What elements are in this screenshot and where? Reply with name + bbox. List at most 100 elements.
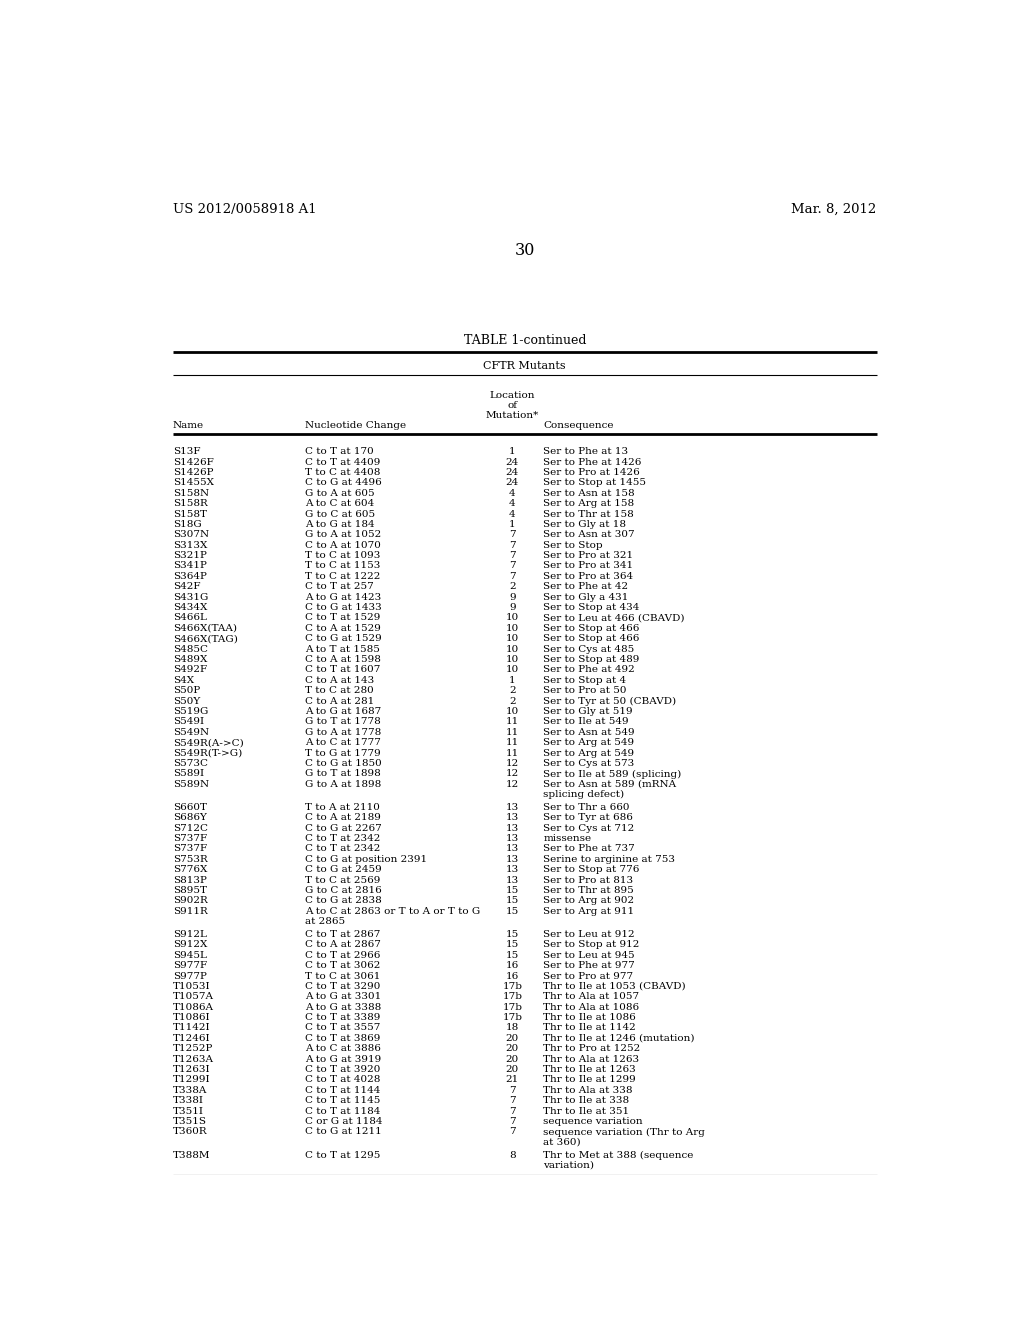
Text: C to G at 2267: C to G at 2267: [305, 824, 382, 833]
Text: Ser to Stop at 434: Ser to Stop at 434: [544, 603, 640, 612]
Text: T351I: T351I: [173, 1106, 204, 1115]
Text: S321P: S321P: [173, 552, 207, 560]
Text: Ser to Stop at 776: Ser to Stop at 776: [544, 866, 640, 874]
Text: A to G at 184: A to G at 184: [305, 520, 375, 529]
Text: C to A at 1070: C to A at 1070: [305, 541, 381, 549]
Text: Ser to Stop at 912: Ser to Stop at 912: [544, 940, 640, 949]
Text: Thr to Met at 388 (sequence: Thr to Met at 388 (sequence: [544, 1151, 694, 1160]
Text: S307N: S307N: [173, 531, 209, 540]
Text: S158R: S158R: [173, 499, 208, 508]
Text: S589I: S589I: [173, 770, 204, 779]
Text: Ser to Stop at 1455: Ser to Stop at 1455: [544, 478, 646, 487]
Text: Thr to Ala at 1086: Thr to Ala at 1086: [544, 1003, 640, 1011]
Text: T to C at 4408: T to C at 4408: [305, 469, 380, 477]
Text: 30: 30: [515, 242, 535, 259]
Text: Ser to Arg at 549: Ser to Arg at 549: [544, 748, 635, 758]
Text: S549R(T->G): S549R(T->G): [173, 748, 243, 758]
Text: C to T at 2342: C to T at 2342: [305, 845, 380, 854]
Text: C to T at 3869: C to T at 3869: [305, 1034, 380, 1043]
Text: 7: 7: [509, 541, 516, 549]
Text: Ser to Pro at 364: Ser to Pro at 364: [544, 572, 634, 581]
Text: A to C at 2863 or T to A or T to G: A to C at 2863 or T to A or T to G: [305, 907, 480, 916]
Text: TABLE 1-continued: TABLE 1-continued: [464, 334, 586, 347]
Text: T360R: T360R: [173, 1127, 208, 1137]
Text: Ser to Stop at 489: Ser to Stop at 489: [544, 655, 640, 664]
Text: A to G at 3919: A to G at 3919: [305, 1055, 381, 1064]
Text: 12: 12: [506, 770, 519, 779]
Text: 15: 15: [506, 886, 519, 895]
Text: C to G at 1211: C to G at 1211: [305, 1127, 382, 1137]
Text: 12: 12: [506, 759, 519, 768]
Text: 2: 2: [509, 697, 516, 706]
Text: A to C at 1777: A to C at 1777: [305, 738, 381, 747]
Text: Ser to Asn at 589 (mRNA: Ser to Asn at 589 (mRNA: [544, 780, 677, 789]
Text: S712C: S712C: [173, 824, 208, 833]
Text: S549N: S549N: [173, 727, 209, 737]
Text: T338A: T338A: [173, 1086, 207, 1094]
Text: S1455X: S1455X: [173, 478, 214, 487]
Text: A to G at 1423: A to G at 1423: [305, 593, 381, 602]
Text: Ser to Stop at 466: Ser to Stop at 466: [544, 624, 640, 632]
Text: T1142I: T1142I: [173, 1023, 211, 1032]
Text: S911R: S911R: [173, 907, 208, 916]
Text: 13: 13: [506, 824, 519, 833]
Text: 4: 4: [509, 488, 516, 498]
Text: C to A at 1529: C to A at 1529: [305, 624, 381, 632]
Text: T1263A: T1263A: [173, 1055, 214, 1064]
Text: T1057A: T1057A: [173, 993, 214, 1002]
Text: 15: 15: [506, 929, 519, 939]
Text: Ser to Pro at 1426: Ser to Pro at 1426: [544, 469, 640, 477]
Text: C to G at 4496: C to G at 4496: [305, 478, 382, 487]
Text: Ser to Arg at 549: Ser to Arg at 549: [544, 738, 635, 747]
Text: 10: 10: [506, 635, 519, 643]
Text: Ser to Pro at 321: Ser to Pro at 321: [544, 552, 634, 560]
Text: splicing defect): splicing defect): [544, 791, 625, 800]
Text: Name: Name: [173, 421, 204, 430]
Text: 9: 9: [509, 603, 516, 612]
Text: G to A at 1898: G to A at 1898: [305, 780, 381, 789]
Text: S737F: S737F: [173, 834, 207, 843]
Text: Ser to Phe at 1426: Ser to Phe at 1426: [544, 458, 642, 466]
Text: Ser to Arg at 911: Ser to Arg at 911: [544, 907, 635, 916]
Text: T1252P: T1252P: [173, 1044, 213, 1053]
Text: S50Y: S50Y: [173, 697, 201, 706]
Text: Ser to Pro at 813: Ser to Pro at 813: [544, 875, 634, 884]
Text: Ser to Thr at 895: Ser to Thr at 895: [544, 886, 634, 895]
Text: 15: 15: [506, 907, 519, 916]
Text: C to T at 2342: C to T at 2342: [305, 834, 380, 843]
Text: 7: 7: [509, 552, 516, 560]
Text: Ser to Asn at 549: Ser to Asn at 549: [544, 727, 635, 737]
Text: C to T at 1607: C to T at 1607: [305, 665, 380, 675]
Text: T388M: T388M: [173, 1151, 211, 1159]
Text: 17b: 17b: [503, 1003, 522, 1011]
Text: S341P: S341P: [173, 561, 207, 570]
Text: C to T at 3290: C to T at 3290: [305, 982, 380, 991]
Text: S549I: S549I: [173, 718, 204, 726]
Text: 13: 13: [506, 866, 519, 874]
Text: C to T at 170: C to T at 170: [305, 447, 374, 457]
Text: 20: 20: [506, 1055, 519, 1064]
Text: Thr to Ala at 338: Thr to Ala at 338: [544, 1086, 633, 1094]
Text: 13: 13: [506, 803, 519, 812]
Text: S466X(TAA): S466X(TAA): [173, 624, 237, 632]
Text: 10: 10: [506, 614, 519, 623]
Text: Thr to Ile at 351: Thr to Ile at 351: [544, 1106, 630, 1115]
Text: Thr to Ile at 1263: Thr to Ile at 1263: [544, 1065, 636, 1074]
Text: missense: missense: [544, 834, 592, 843]
Text: C to T at 2966: C to T at 2966: [305, 950, 380, 960]
Text: Ser to Phe at 492: Ser to Phe at 492: [544, 665, 635, 675]
Text: T to C at 2569: T to C at 2569: [305, 875, 380, 884]
Text: C to T at 3062: C to T at 3062: [305, 961, 380, 970]
Text: Thr to Ile at 1086: Thr to Ile at 1086: [544, 1014, 636, 1022]
Text: Ser to Cys at 712: Ser to Cys at 712: [544, 824, 635, 833]
Text: G to T at 1898: G to T at 1898: [305, 770, 381, 779]
Text: 7: 7: [509, 572, 516, 581]
Text: T351S: T351S: [173, 1117, 207, 1126]
Text: A to C at 604: A to C at 604: [305, 499, 374, 508]
Text: C to T at 1145: C to T at 1145: [305, 1096, 380, 1105]
Text: Thr to Ala at 1263: Thr to Ala at 1263: [544, 1055, 640, 1064]
Text: A to G at 3301: A to G at 3301: [305, 993, 381, 1002]
Text: 7: 7: [509, 1106, 516, 1115]
Text: G to C at 2816: G to C at 2816: [305, 886, 382, 895]
Text: 7: 7: [509, 1086, 516, 1094]
